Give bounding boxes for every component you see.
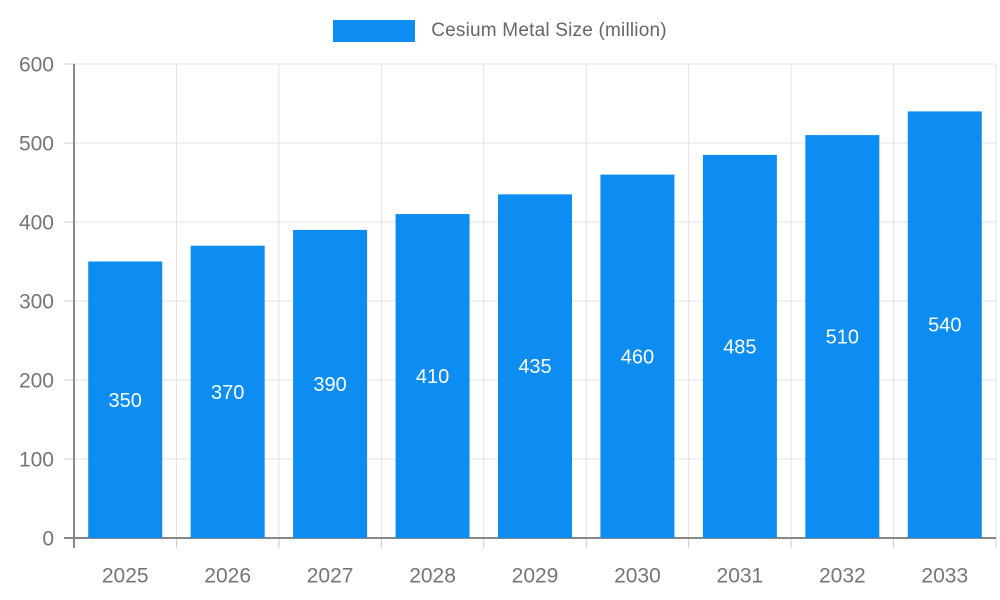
x-tick-label: 2026	[204, 564, 251, 587]
bar[interactable]	[498, 194, 572, 538]
x-tick-label: 2031	[717, 564, 764, 587]
bar-value-label: 350	[109, 390, 142, 412]
bar[interactable]	[805, 135, 880, 538]
bar[interactable]	[702, 154, 777, 538]
bar-value-label: 485	[723, 336, 756, 358]
y-tick-label: 0	[42, 527, 54, 550]
y-tick-label: 600	[19, 53, 54, 76]
y-tick-label: 400	[19, 211, 54, 234]
x-tick-label: 2033	[921, 564, 968, 587]
bar[interactable]	[293, 229, 368, 538]
x-tick-label: 2025	[102, 564, 149, 587]
bar-value-label: 435	[518, 356, 551, 378]
bar-value-label: 410	[416, 366, 449, 388]
x-tick-label: 2029	[512, 564, 559, 587]
y-tick-label: 100	[19, 448, 54, 471]
y-tick-label: 200	[19, 369, 54, 392]
bar-value-label: 370	[211, 382, 244, 404]
bar[interactable]	[88, 261, 163, 539]
bar-value-label: 510	[826, 327, 859, 349]
y-tick-label: 300	[19, 290, 54, 313]
bar-value-label: 540	[928, 315, 961, 337]
x-tick-label: 2032	[819, 564, 866, 587]
legend-swatch[interactable]	[333, 20, 416, 42]
bar-value-label: 460	[621, 346, 654, 368]
bar[interactable]	[600, 174, 675, 538]
y-tick-label: 500	[19, 132, 54, 155]
x-tick-label: 2027	[307, 564, 354, 587]
bar[interactable]	[395, 214, 470, 538]
bar[interactable]	[190, 245, 265, 538]
x-tick-label: 2028	[409, 564, 456, 587]
bar-value-label: 390	[313, 374, 346, 396]
x-tick-label: 2030	[614, 564, 661, 587]
bar[interactable]	[907, 111, 982, 539]
